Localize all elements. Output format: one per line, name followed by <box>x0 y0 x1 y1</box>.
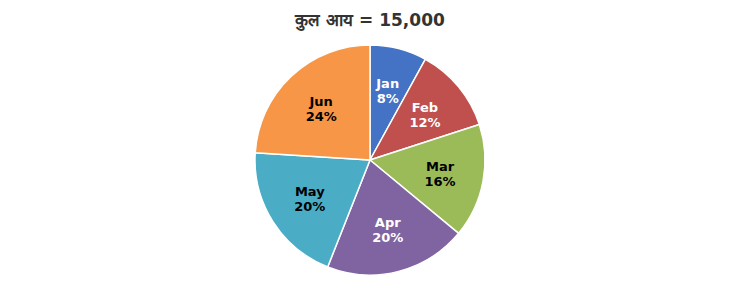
slice-value-label: 12% <box>409 115 440 130</box>
title: कुल आय = 15,000 <box>294 10 445 31</box>
pie-slice <box>255 45 370 160</box>
background <box>0 0 740 288</box>
slice-category-label: Mar <box>426 159 455 174</box>
slice-value-label: 20% <box>372 230 403 245</box>
slice-value-label: 24% <box>306 109 337 124</box>
chart-container: कुल आय = 15,000Jan8%Feb12%Mar16%Apr20%Ma… <box>0 0 740 288</box>
slice-value-label: 8% <box>377 91 399 106</box>
slice-value-label: 16% <box>424 174 455 189</box>
slice-category-label: Feb <box>412 100 438 115</box>
slice-category-label: Apr <box>375 215 401 230</box>
chart: कुल आय = 15,000Jan8%Feb12%Mar16%Apr20%Ma… <box>0 0 740 288</box>
pie-slice <box>255 153 370 267</box>
slice-category-label: May <box>295 184 325 199</box>
slice-category-label: Jun <box>309 94 333 109</box>
slice-labels: Jan8%Feb12%Mar16%Apr20%May20%Jun24% <box>294 76 455 244</box>
slices <box>255 45 485 275</box>
slice-value-label: 20% <box>294 199 325 214</box>
slice-category-label: Jan <box>375 76 399 91</box>
